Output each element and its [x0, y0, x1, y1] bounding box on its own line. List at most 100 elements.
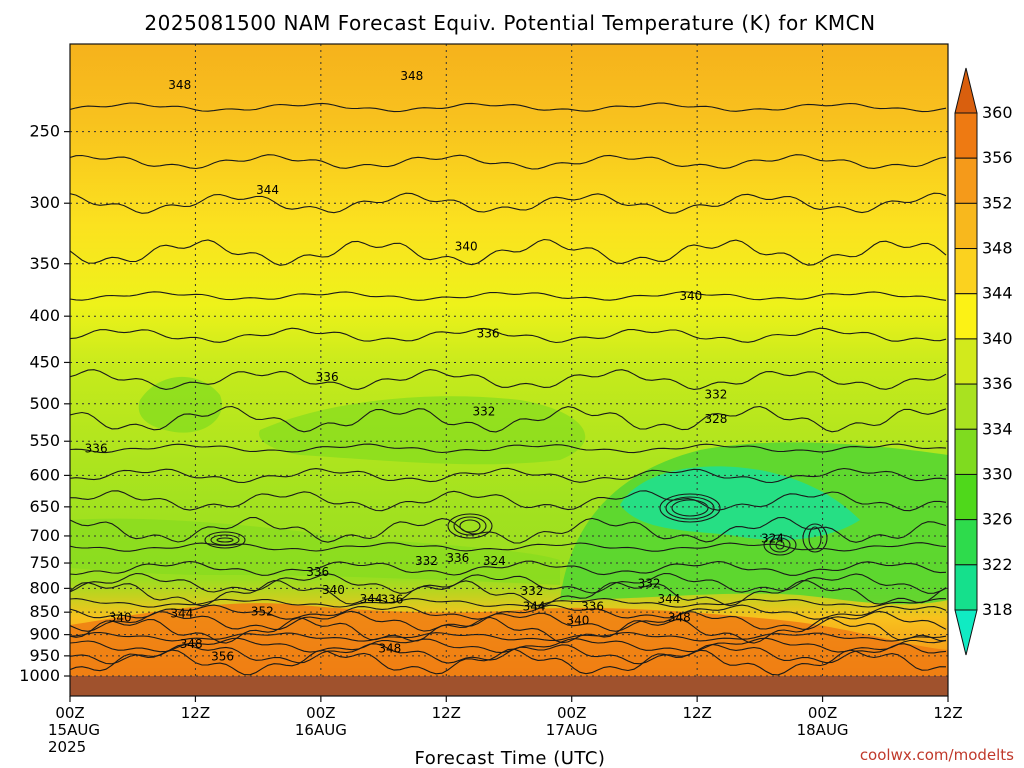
y-axis: 250 300 350 400 450 500 550 600 650 700 750 800 850 9… — [19, 122, 70, 685]
colorbar-segment — [954, 202, 978, 250]
y-tick-label: 650 — [29, 497, 60, 516]
x-tick-label: 17AUG — [546, 721, 598, 739]
contour-label: 332 — [472, 405, 495, 419]
contour-loop — [453, 516, 487, 536]
contour-label: 348 — [168, 78, 191, 92]
colorbar-label: 326 — [982, 510, 1013, 529]
chart-title: 2025081500 NAM Forecast Equiv. Potential… — [144, 11, 875, 35]
contour-loop — [216, 537, 234, 543]
contour-line — [70, 648, 947, 676]
contour-loop — [802, 523, 828, 553]
colorbar-bottom-arrow — [954, 609, 978, 656]
contour-loop — [775, 540, 785, 550]
y-tick-label: 550 — [29, 431, 60, 450]
contour-labels: 3483483443403403363363363323323283243243… — [85, 69, 784, 664]
gridlines-horizontal — [70, 131, 948, 677]
contour-loop — [769, 537, 791, 553]
colorbar-top-arrow — [954, 67, 978, 114]
contour-lines — [70, 102, 947, 676]
contour-label: 344 — [523, 600, 546, 614]
contour-label: 348 — [668, 611, 691, 625]
contour-line — [70, 238, 947, 266]
contour-line — [70, 291, 947, 301]
colorbar-label: 344 — [982, 284, 1013, 303]
contour-label: 332 — [638, 576, 661, 590]
contour-loop — [447, 513, 493, 539]
x-tick-label: 16AUG — [295, 721, 347, 739]
y-tick-label: 300 — [29, 193, 60, 212]
contour-loop — [671, 499, 709, 517]
x-tick-label: 15AUG — [48, 721, 100, 739]
x-tick-label: 12Z — [933, 704, 962, 722]
contour-label: 344 — [657, 592, 680, 606]
contour-label: 348 — [180, 637, 203, 651]
x-tick-label: 18AUG — [797, 721, 849, 739]
contour-line — [70, 443, 947, 454]
colorbar-label: 334 — [982, 419, 1013, 438]
contour-line — [70, 643, 947, 665]
colorbar-label: 360 — [982, 103, 1013, 122]
contour-label: 336 — [316, 370, 339, 384]
contour-label: 336 — [446, 551, 469, 565]
contour-loop — [204, 531, 246, 549]
colorbar-label: 322 — [982, 555, 1013, 574]
contour-loop — [808, 526, 822, 550]
y-tick-label: 450 — [29, 352, 60, 371]
contour-line — [70, 192, 947, 214]
field-background — [70, 44, 948, 696]
x-tick-label: 2025 — [48, 738, 86, 756]
contour-label: 344 — [256, 183, 279, 197]
y-tick-label: 1000 — [19, 666, 60, 685]
y-tick-label: 500 — [29, 394, 60, 413]
contour-line — [70, 610, 947, 632]
contour-line — [70, 467, 947, 484]
contour-line — [70, 631, 947, 642]
contour-label: 324 — [761, 532, 784, 546]
contour-loop — [665, 496, 715, 520]
contour-loop — [459, 519, 481, 533]
contour-label: 344 — [360, 592, 383, 606]
colorbar-segment — [954, 112, 978, 159]
contour-label: 332 — [415, 554, 438, 568]
colorbar-segment — [954, 519, 978, 566]
credit-text: coolwx.com/modelts — [860, 746, 1014, 764]
contour-loop — [210, 534, 240, 546]
colorbar-label: 356 — [982, 148, 1013, 167]
contour-line — [70, 542, 947, 552]
colorbar-segment — [954, 338, 978, 385]
x-tick-label: 00Z — [306, 704, 335, 722]
contour-line — [70, 637, 947, 654]
colorbar-label: 318 — [982, 600, 1013, 619]
x-tick-label: 12Z — [682, 704, 711, 722]
y-tick-label: 250 — [29, 122, 60, 141]
contour-line — [70, 572, 947, 594]
colorbar-label: 352 — [982, 193, 1013, 212]
y-tick-label: 400 — [29, 306, 60, 325]
x-tick-label: 12Z — [181, 704, 210, 722]
plot-area: 3483483443403403363363363323323283243243… — [69, 43, 949, 697]
colorbar-segment — [954, 293, 978, 340]
contour-line — [70, 490, 947, 512]
colorbar-label: 330 — [982, 464, 1013, 483]
contour-line — [70, 154, 947, 170]
contour-loop — [659, 493, 721, 523]
colorbar-segment — [954, 383, 978, 430]
x-tick-label: 00Z — [557, 704, 586, 722]
contour-label: 340 — [567, 613, 590, 627]
contour-label: 332 — [521, 584, 544, 598]
colorbar-segment — [954, 564, 978, 611]
plot-frame — [69, 43, 949, 697]
colorbar-label: 348 — [982, 239, 1013, 258]
contour-loop — [763, 534, 797, 556]
y-tick-label: 350 — [29, 254, 60, 273]
y-tick-label: 900 — [29, 625, 60, 644]
colorbar: 360 356 352 348 344 340 336 334 330 326 322 318 — [954, 67, 1013, 656]
contour-line — [70, 516, 947, 544]
contour-label: 336 — [380, 593, 403, 607]
contour-line — [70, 369, 947, 390]
contour-label: 324 — [483, 554, 506, 568]
y-tick-label: 750 — [29, 553, 60, 572]
x-axis-label: Forecast Time (UTC) — [415, 748, 606, 768]
